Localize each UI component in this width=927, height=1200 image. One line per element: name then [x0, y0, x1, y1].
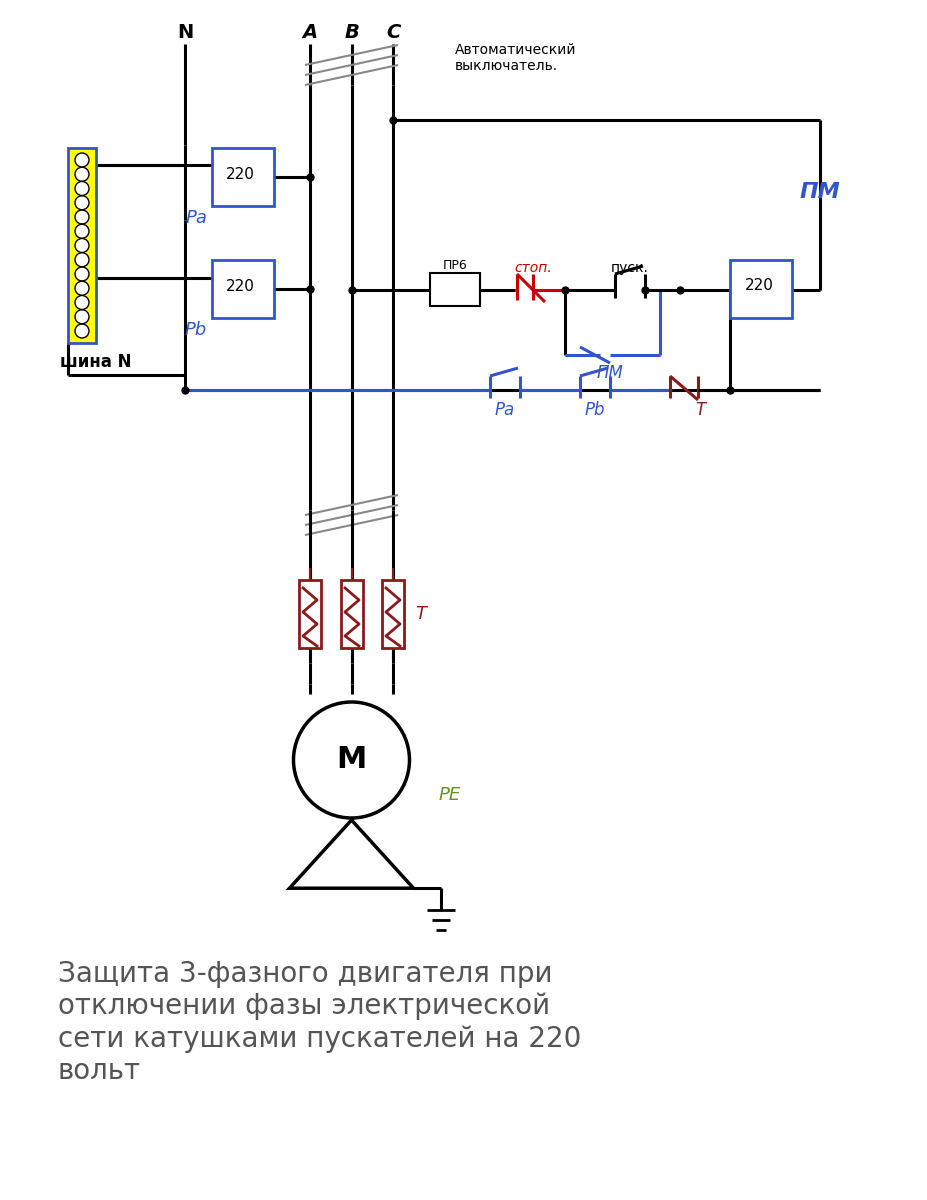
Text: 220: 220 [225, 167, 254, 181]
Bar [340, 580, 362, 648]
Bar [298, 580, 321, 648]
Text: Т: Т [694, 401, 705, 419]
Text: ПМ: ПМ [799, 182, 840, 202]
Bar [730, 260, 791, 318]
Text: 220: 220 [743, 277, 772, 293]
Text: B: B [344, 23, 359, 42]
Circle shape [75, 181, 89, 196]
Circle shape [75, 154, 89, 167]
Polygon shape [289, 820, 413, 888]
Text: Т: Т [415, 605, 426, 623]
Circle shape [75, 310, 89, 324]
Text: шина N: шина N [60, 353, 132, 371]
Text: N: N [177, 23, 193, 42]
Text: Защита 3-фазного двигателя при
отключении фазы электрической
сети катушками пуск: Защита 3-фазного двигателя при отключени… [57, 960, 580, 1085]
Text: пуск.: пуск. [610, 262, 648, 275]
Bar [382, 580, 403, 648]
Circle shape [293, 702, 409, 818]
Bar [211, 148, 273, 206]
Text: ПР6: ПР6 [442, 258, 467, 271]
Text: Рb: Рb [184, 322, 207, 340]
Circle shape [75, 295, 89, 310]
Text: 220: 220 [225, 278, 254, 294]
Circle shape [75, 266, 89, 281]
Text: М: М [336, 745, 366, 774]
Circle shape [75, 324, 89, 338]
Text: C: C [386, 23, 400, 42]
Text: A: A [302, 23, 317, 42]
Circle shape [75, 167, 89, 181]
Circle shape [75, 210, 89, 224]
Bar [68, 148, 95, 343]
Text: ПМ: ПМ [596, 364, 623, 382]
Text: Ра: Ра [494, 401, 514, 419]
Circle shape [75, 196, 89, 210]
Text: Ра: Ра [184, 209, 207, 227]
Bar [429, 274, 479, 306]
Text: РЕ: РЕ [438, 786, 460, 804]
Circle shape [75, 281, 89, 295]
Text: Рb: Рb [584, 401, 604, 419]
Circle shape [75, 239, 89, 252]
Circle shape [75, 224, 89, 239]
Bar [211, 260, 273, 318]
Text: Автоматический
выключатель.: Автоматический выключатель. [454, 43, 576, 73]
Text: стоп.: стоп. [514, 262, 552, 275]
Circle shape [75, 253, 89, 266]
